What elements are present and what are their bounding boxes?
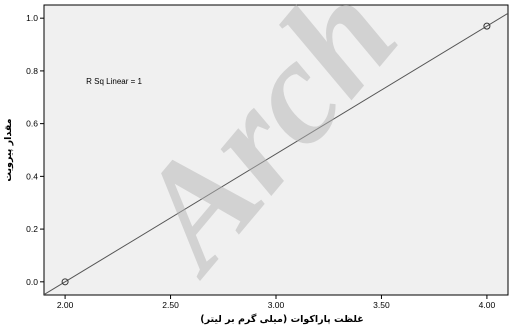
linear-fit-line	[44, 12, 508, 295]
y-tick-label: 0.2	[26, 224, 38, 234]
plot-area	[43, 4, 509, 296]
x-tick-label: 3.00	[268, 300, 285, 310]
y-tick-label: 0.0	[26, 277, 38, 287]
y-tick-label: 0.8	[26, 66, 38, 76]
x-axis-ticks: 2.00 2.50 3.00 3.50 4.00	[57, 295, 496, 310]
x-axis-title: غلظت پاراکوات (میلی گرم بر لیتر)	[200, 313, 363, 325]
x-tick-label: 2.50	[162, 300, 179, 310]
y-tick-label: 1.0	[26, 13, 38, 23]
x-tick-label: 3.50	[373, 300, 390, 310]
data-point	[483, 22, 491, 30]
y-axis-ticks: 0.0 0.2 0.4 0.6 0.8 1.0	[26, 13, 44, 287]
data-point	[61, 278, 69, 286]
x-tick-label: 4.00	[479, 300, 496, 310]
r-squared-annotation: R Sq Linear = 1	[86, 77, 142, 86]
data-points	[61, 22, 491, 286]
y-tick-label: 0.6	[26, 119, 38, 129]
y-tick-label: 0.4	[26, 171, 38, 181]
x-tick-label: 2.00	[57, 300, 74, 310]
y-axis-title: مقدار پیرویت	[3, 118, 14, 181]
